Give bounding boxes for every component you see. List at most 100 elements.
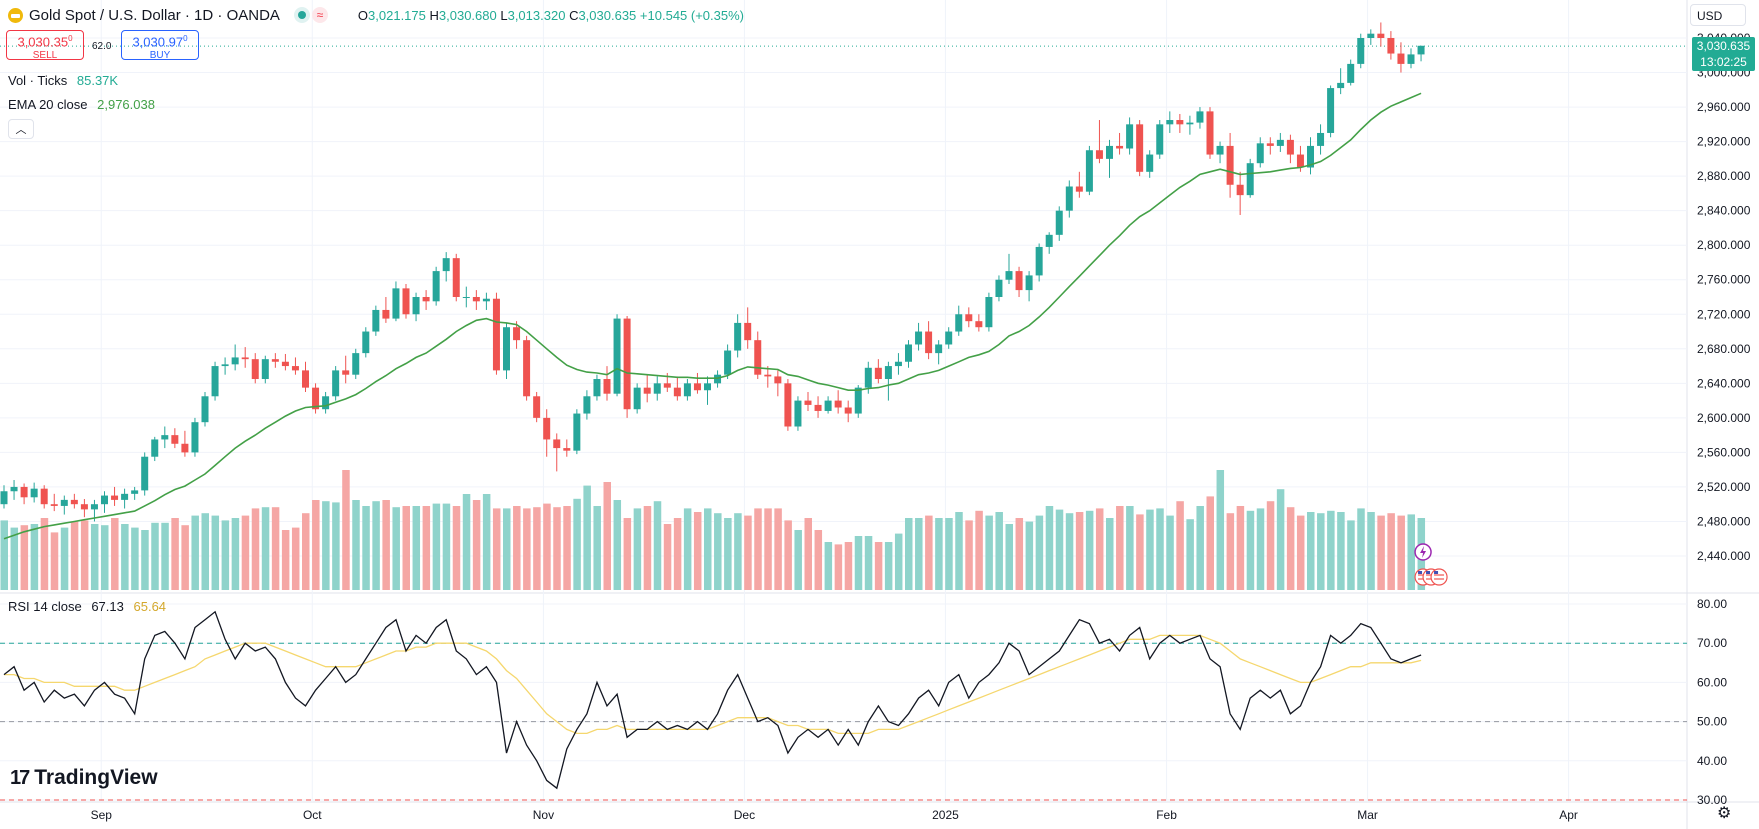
settings-gear-icon[interactable]: ⚙ (1717, 805, 1732, 822)
volume-bar (221, 520, 230, 590)
volume-bar (1015, 518, 1024, 590)
candle-body (955, 314, 963, 332)
volume-bar (985, 515, 993, 590)
volume-bar (462, 494, 471, 590)
volume-bar (844, 542, 853, 590)
volume-bar (332, 502, 340, 590)
candle-body (1266, 143, 1274, 146)
sell-button[interactable]: 3,030.350 SELL (6, 30, 84, 62)
volume-bar (30, 524, 39, 590)
sell-label: SELL (32, 50, 58, 62)
volume-bar (1156, 508, 1164, 590)
tradingview-logo[interactable]: 17 TradingView (10, 766, 158, 790)
candle-body (1156, 124, 1164, 155)
candle-body (905, 344, 912, 362)
volume-bar (422, 506, 431, 590)
volume-bar (472, 500, 481, 590)
candle-body (121, 493, 129, 500)
volume-bar (643, 506, 652, 590)
volume-bar (1116, 506, 1124, 590)
volume-bar (1317, 513, 1325, 590)
volume-bar (60, 527, 69, 590)
sell-price: 3,030.35 (17, 34, 69, 50)
candle-body (1116, 145, 1124, 149)
candle-body (352, 353, 360, 375)
rsi-tick-label: 70.00 (1697, 636, 1727, 650)
volume-bar (40, 518, 49, 590)
volume-bar (90, 524, 99, 590)
gold-symbol-icon (8, 7, 23, 23)
candle-body (231, 357, 239, 365)
candle-body (1055, 210, 1063, 235)
volume-bar (814, 530, 823, 590)
ema-value: 2,976.038 (97, 97, 155, 112)
volume-bar (1246, 510, 1255, 590)
candle-body (342, 370, 350, 375)
rsi-legend[interactable]: RSI 14 close 67.13 65.64 (8, 599, 166, 614)
volume-bar (774, 508, 782, 590)
volume-bar (513, 506, 521, 590)
candle-body (935, 344, 943, 354)
candle-body (874, 367, 882, 380)
candle-body (181, 443, 189, 453)
candle-body (141, 456, 149, 491)
volume-bar (804, 518, 812, 590)
candle-body (1196, 111, 1204, 123)
volume-bar (101, 525, 109, 590)
candle-body (261, 359, 269, 380)
candle-body (1327, 88, 1335, 133)
ema-line (3, 92, 1422, 540)
volume-bar (1377, 515, 1385, 590)
buy-button[interactable]: 3,030.970 BUY (121, 30, 199, 61)
candle-body (372, 309, 380, 332)
candle-body (412, 297, 420, 315)
candle-body (20, 486, 28, 498)
volume-bar (141, 530, 149, 590)
volume-bar (1266, 501, 1275, 590)
time-tick-label: Apr (1559, 808, 1578, 822)
symbol-title[interactable]: Gold Spot / U.S. Dollar · 1D · OANDA (29, 6, 280, 24)
ema-legend[interactable]: EMA 20 close 2,976.038 (8, 97, 155, 112)
volume-bar (1347, 520, 1355, 590)
candle-body (1286, 139, 1294, 155)
volume-bar (1226, 513, 1235, 590)
tradingview-wordmark: TradingView (34, 766, 158, 789)
price-tick-label: 2,800.000 (1697, 238, 1751, 252)
rsi-line (3, 610, 1422, 790)
volume-bar (70, 521, 79, 590)
volume-bar (704, 508, 712, 590)
candle-body (1015, 271, 1023, 291)
volume-bar (372, 501, 380, 590)
rsi-tick-label: 40.00 (1697, 754, 1727, 768)
candle-body (1216, 145, 1224, 155)
collapse-legend-button[interactable]: ︿ (8, 119, 34, 139)
candle-body (1236, 184, 1244, 196)
currency-selector[interactable]: USD (1690, 4, 1746, 26)
volume-bar (20, 525, 29, 590)
candle-body (673, 387, 681, 397)
candle-body (492, 298, 500, 371)
candle-body (593, 379, 601, 397)
volume-bar (452, 506, 461, 590)
volume-legend[interactable]: Vol · Ticks 85.37K (8, 73, 118, 88)
candle-body (291, 366, 299, 371)
volume-bar (1146, 509, 1154, 590)
candle-body (704, 383, 711, 391)
rsi-tick-label: 50.00 (1697, 715, 1727, 729)
volume-bar (543, 503, 551, 590)
volume-bar (382, 500, 390, 590)
volume-bar (1085, 510, 1094, 590)
candle-body (482, 298, 490, 302)
volume-bar (1045, 506, 1054, 590)
flag-canton (1426, 571, 1431, 574)
volume-bar (673, 518, 682, 590)
candle-body (814, 404, 822, 411)
flag-canton (1418, 571, 1423, 574)
ohlc-high-value: 3,030.680 (438, 7, 497, 23)
candle-body (1256, 143, 1264, 164)
volume-bar (1206, 496, 1214, 590)
candle-body (1387, 38, 1395, 54)
rsi-tick-label: 80.00 (1697, 597, 1727, 611)
volume-bar (1256, 508, 1265, 590)
